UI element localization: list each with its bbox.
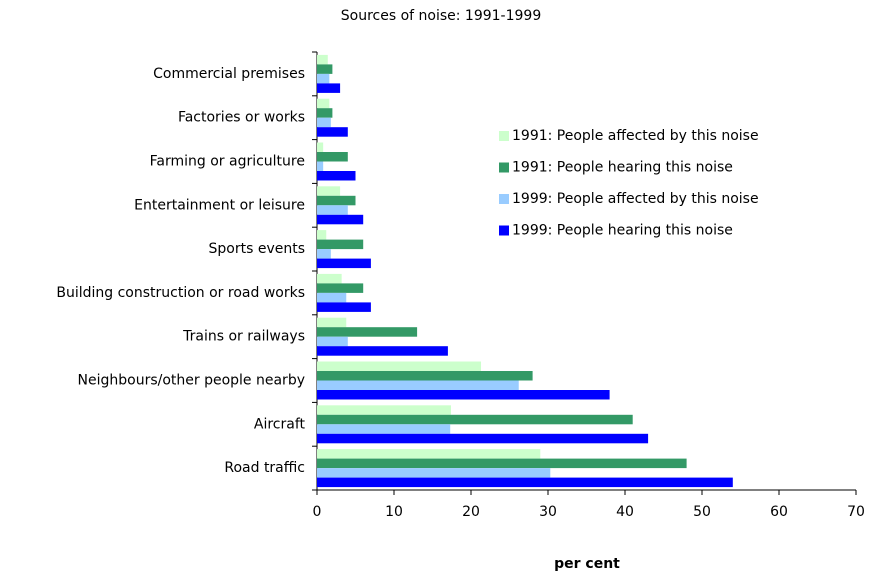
x-tick-label: 70 — [847, 504, 865, 520]
bar — [317, 171, 356, 181]
bar — [317, 433, 649, 444]
y-tick-label: Aircraft — [254, 416, 306, 432]
bar — [317, 468, 551, 478]
bar — [317, 64, 333, 74]
bar — [317, 317, 347, 328]
legend-label: 1999: People affected by this noise — [512, 191, 759, 207]
y-tick-label: Road traffic — [224, 460, 305, 476]
y-tick-label: Sports events — [209, 241, 306, 257]
bar — [317, 54, 328, 65]
bar — [317, 292, 347, 303]
bar — [317, 346, 448, 356]
legend-label: 1991: People hearing this noise — [512, 160, 733, 176]
bar — [317, 83, 341, 93]
bar — [317, 117, 331, 128]
y-tick-label: Factories or works — [178, 110, 305, 126]
bar — [317, 108, 333, 118]
bar — [317, 336, 348, 347]
bar — [317, 405, 451, 415]
bar — [317, 127, 348, 137]
y-tick-label: Farming or agriculture — [150, 154, 305, 170]
legend-label: 1991: People affected by this noise — [512, 128, 759, 144]
bar — [317, 205, 348, 215]
bar — [317, 414, 633, 425]
legend-swatch — [499, 225, 509, 236]
y-tick-label: Entertainment or leisure — [134, 197, 305, 213]
bar — [317, 327, 418, 337]
bar — [317, 302, 371, 312]
bar — [317, 186, 341, 196]
legend-swatch — [499, 162, 509, 173]
bar — [317, 283, 364, 293]
x-tick-label: 60 — [770, 504, 788, 520]
bar — [317, 214, 364, 225]
y-tick-label: Commercial premises — [153, 66, 305, 82]
legend-label: 1999: People hearing this noise — [512, 223, 733, 239]
y-tick-label: Neighbours/other people nearby — [78, 373, 305, 389]
bar — [317, 361, 482, 371]
bar — [317, 142, 324, 152]
x-tick-label: 0 — [313, 504, 322, 520]
bar — [317, 239, 364, 250]
bar — [317, 380, 519, 390]
bar — [317, 477, 733, 488]
bar — [317, 449, 541, 459]
y-tick-label: Building construction or road works — [56, 285, 305, 301]
chart-title: Sources of noise: 1991-1999 — [341, 8, 541, 24]
legend-swatch — [499, 194, 509, 204]
bar — [317, 152, 348, 162]
bar — [317, 390, 610, 400]
bar — [317, 161, 324, 171]
bar — [317, 98, 330, 109]
bar — [317, 258, 371, 269]
legend-swatch — [499, 131, 509, 141]
bar — [317, 249, 331, 259]
x-axis-label: per cent — [554, 556, 620, 572]
x-tick-label: 20 — [462, 504, 480, 520]
bar — [317, 458, 687, 469]
x-tick-label: 10 — [385, 504, 403, 520]
bar — [317, 273, 342, 284]
bar — [317, 73, 330, 84]
x-tick-label: 40 — [616, 504, 634, 520]
x-tick-label: 50 — [693, 504, 711, 520]
bar — [317, 230, 327, 240]
bar — [317, 424, 451, 434]
y-tick-label: Trains or railways — [182, 329, 305, 345]
bar — [317, 195, 356, 206]
x-tick-label: 30 — [539, 504, 557, 520]
bar — [317, 371, 533, 381]
